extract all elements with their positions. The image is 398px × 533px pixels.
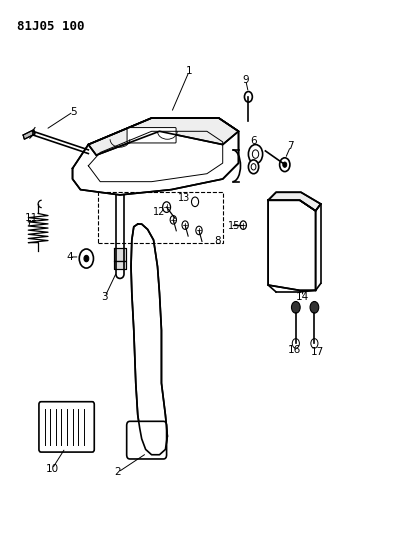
Polygon shape [23,130,35,139]
Text: 14: 14 [296,292,309,302]
Text: 10: 10 [45,464,59,474]
Bar [98,192,223,243]
Polygon shape [114,248,126,261]
Circle shape [182,221,188,229]
Polygon shape [72,118,238,195]
Circle shape [170,216,176,224]
Circle shape [244,92,252,102]
Circle shape [291,302,300,313]
Circle shape [84,255,89,262]
Polygon shape [268,192,321,211]
Circle shape [251,164,256,170]
Text: 4: 4 [66,252,73,262]
Polygon shape [114,261,126,269]
Polygon shape [88,118,238,155]
FancyBboxPatch shape [127,127,176,143]
Circle shape [248,160,259,174]
Text: 5: 5 [70,107,77,117]
Circle shape [191,197,199,207]
Text: 11: 11 [24,213,38,223]
Text: 17: 17 [311,348,324,358]
Text: 8: 8 [215,236,221,246]
Text: 15: 15 [228,221,241,231]
Text: 13: 13 [178,192,191,203]
Circle shape [280,158,290,172]
Text: 6: 6 [250,136,257,146]
Polygon shape [268,200,316,290]
Circle shape [163,202,171,213]
Circle shape [248,144,263,164]
Circle shape [240,221,246,229]
Text: 7: 7 [287,141,294,151]
Circle shape [79,249,94,268]
Text: 12: 12 [152,207,165,217]
Circle shape [292,338,299,348]
Polygon shape [131,224,168,455]
FancyBboxPatch shape [127,421,167,459]
Circle shape [283,162,287,167]
Text: 1: 1 [186,67,192,76]
Text: 3: 3 [101,292,108,302]
Circle shape [252,150,259,158]
Text: 9: 9 [242,75,249,85]
FancyBboxPatch shape [39,402,94,452]
Text: 81J05 100: 81J05 100 [17,20,85,33]
Text: 2: 2 [115,467,121,477]
Circle shape [196,226,202,235]
Text: 16: 16 [288,345,301,355]
Circle shape [310,302,319,313]
Circle shape [311,338,318,348]
